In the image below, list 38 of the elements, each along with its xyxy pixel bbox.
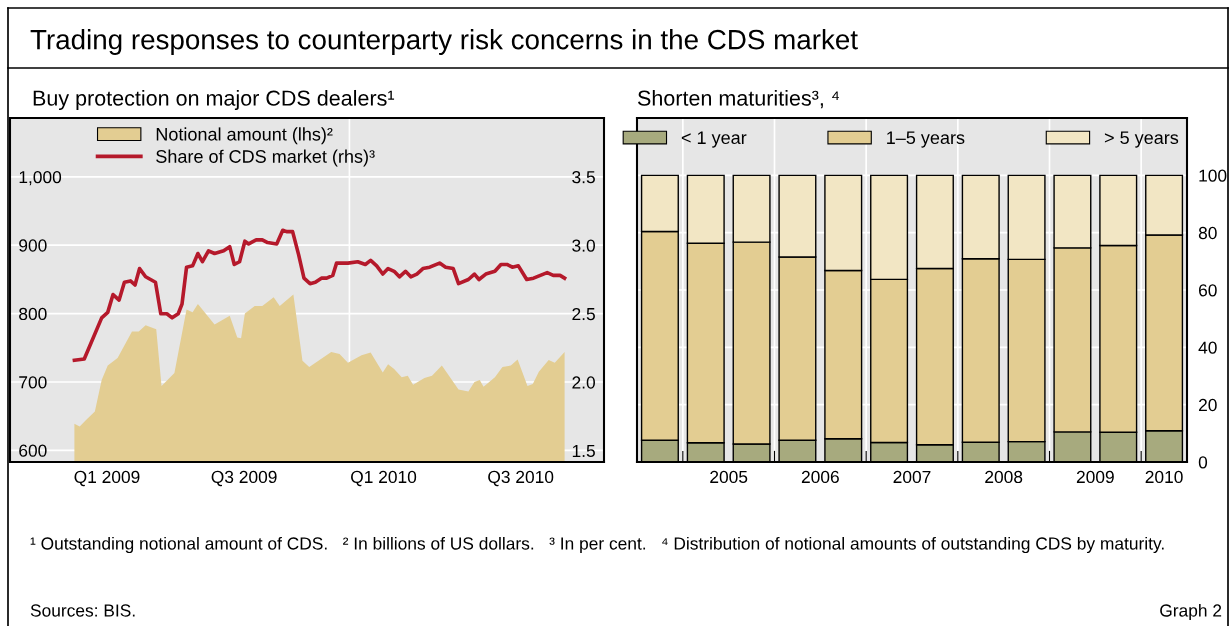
- line-series: [72, 228, 567, 363]
- y-tick-label: 1,000: [19, 170, 62, 186]
- y2-tick-label: 3.5: [572, 171, 595, 184]
- x-tick-label: 2009: [1076, 470, 1114, 484]
- caption: Graph 2: [1160, 603, 1222, 621]
- chart-title: Trading responses to counterparty risk concerns in the CDS market: [30, 29, 858, 55]
- chart-subtitle: Buy protection on major CDS dealers¹: [33, 89, 395, 111]
- legend-label: > 5 years: [1104, 131, 1179, 148]
- y-tick-label: 700: [19, 376, 47, 389]
- x-tick-label: 2010: [1145, 470, 1183, 484]
- y2-tick-label: 1.5: [572, 444, 595, 458]
- legend-label: 1–5 years: [887, 131, 965, 148]
- x-tick-label: 2007: [893, 470, 931, 484]
- source-note: Sources: BIS.: [30, 604, 135, 617]
- x-tick-label: 2008: [985, 470, 1023, 484]
- y-tick-label: 60: [1198, 284, 1217, 297]
- y-tick-label: 900: [19, 239, 47, 252]
- y-tick-label: 80: [1198, 226, 1217, 240]
- legend-label: < 1 year: [681, 131, 747, 148]
- text: ¹ Outstanding notional amount of CDS. ² In billions of US dollars. ³ In per cent. ⁴ Distribution of notional amounts of outstanding CDS by maturity.: [30, 536, 1164, 554]
- y-tick-label: 100: [1199, 169, 1227, 182]
- y-tick-label: 20: [1198, 398, 1217, 412]
- y-tick-label: 0: [1198, 456, 1208, 469]
- y2-tick-label: 2.5: [572, 307, 595, 321]
- y2-tick-label: 3.0: [572, 239, 595, 252]
- x-tick-label: 2005: [710, 470, 748, 484]
- y-tick-label: 800: [19, 307, 47, 321]
- legend-label: Notional amount (lhs)²: [156, 127, 333, 145]
- y2-tick-label: 2.0: [572, 376, 595, 389]
- x-tick-label: Q1 2010: [351, 470, 417, 487]
- x-tick-label: Q1 2009: [74, 470, 140, 487]
- x-tick-label: 2006: [801, 470, 839, 484]
- y-tick-label: 600: [19, 444, 47, 457]
- x-tick-label: Q3 2009: [211, 470, 277, 487]
- y-tick-label: 40: [1198, 341, 1217, 354]
- legend-label: Share of CDS market (rhs)³: [156, 149, 375, 167]
- x-tick-label: Q3 2010: [488, 470, 554, 487]
- chart-subtitle: Shorten maturities³, ⁴: [637, 89, 839, 109]
